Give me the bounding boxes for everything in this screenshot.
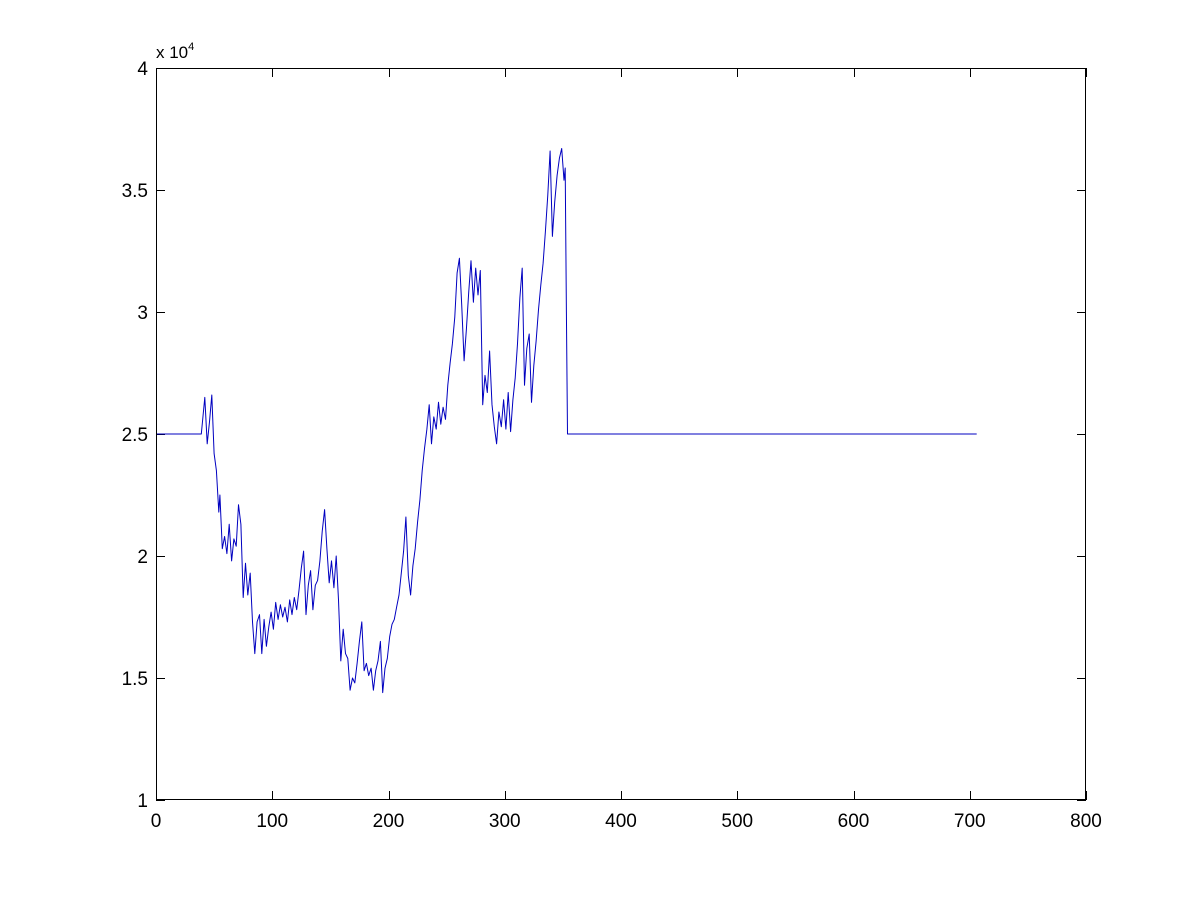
y-exponent-base: x 10 <box>156 43 188 62</box>
x-tick-label: 300 <box>489 811 521 832</box>
series-line <box>156 148 977 694</box>
y-tick-label: 1 <box>137 791 148 812</box>
x-tick-label: 0 <box>151 811 162 832</box>
axis-ticks <box>156 68 1087 801</box>
y-tick-labels: 1 1.5 2 2.5 3 3.5 4 <box>122 59 149 812</box>
x-tick-label: 400 <box>605 811 637 832</box>
x-tick-label: 500 <box>721 811 753 832</box>
y-tick-label: 2.5 <box>122 425 148 446</box>
x-tick-label: 700 <box>954 811 986 832</box>
y-tick-label: 3.5 <box>122 181 148 202</box>
y-tick-label: 1.5 <box>122 669 148 690</box>
y-tick-label: 3 <box>137 303 148 324</box>
y-tick-label: 4 <box>137 59 148 80</box>
y-tick-label: 2 <box>137 547 148 568</box>
axes-box <box>156 68 1086 800</box>
x-tick-label: 200 <box>373 811 405 832</box>
series-group <box>156 148 977 694</box>
y-exponent-power: 4 <box>188 41 194 53</box>
x-tick-label: 800 <box>1070 811 1102 832</box>
x-tick-label: 600 <box>838 811 870 832</box>
x-tick-label: 100 <box>256 811 288 832</box>
x-tick-labels: 0 100 200 300 400 500 600 700 800 <box>151 811 1102 832</box>
y-exponent-label: x 104 <box>156 41 194 62</box>
